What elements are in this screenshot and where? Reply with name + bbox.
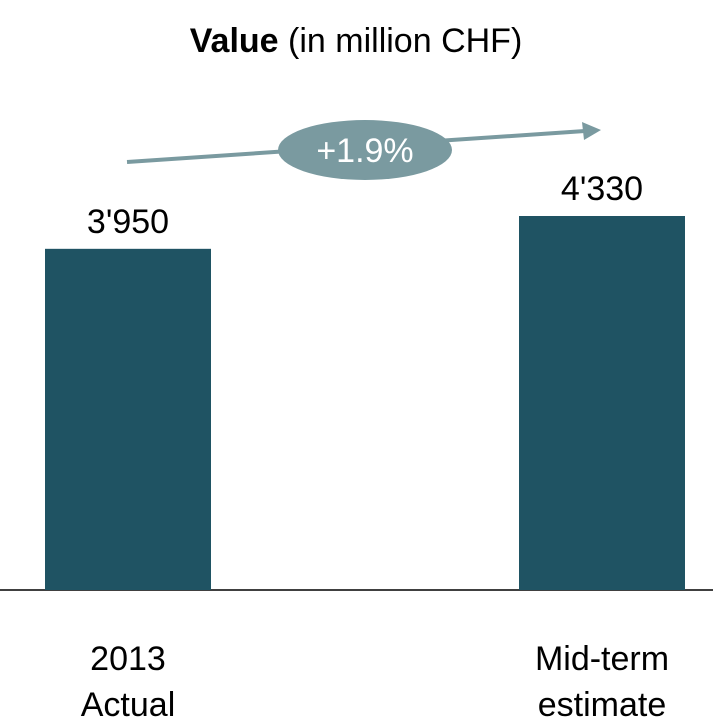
bar	[519, 216, 685, 590]
category-label: Actual	[81, 686, 176, 724]
category-label: 2013	[90, 640, 166, 678]
bar	[45, 248, 211, 590]
value-label: 3'950	[87, 203, 169, 241]
annotation-badge	[278, 120, 452, 180]
chart-title: Value (in million CHF)	[190, 22, 523, 60]
title-main: Value	[190, 22, 279, 60]
value-label: 4'330	[561, 170, 643, 208]
arrow-head	[582, 122, 601, 140]
annotation-text: +1.9%	[316, 132, 413, 170]
category-label: Mid-term	[535, 640, 669, 678]
category-label: estimate	[538, 686, 667, 724]
title-unit: (in million CHF)	[288, 22, 522, 60]
